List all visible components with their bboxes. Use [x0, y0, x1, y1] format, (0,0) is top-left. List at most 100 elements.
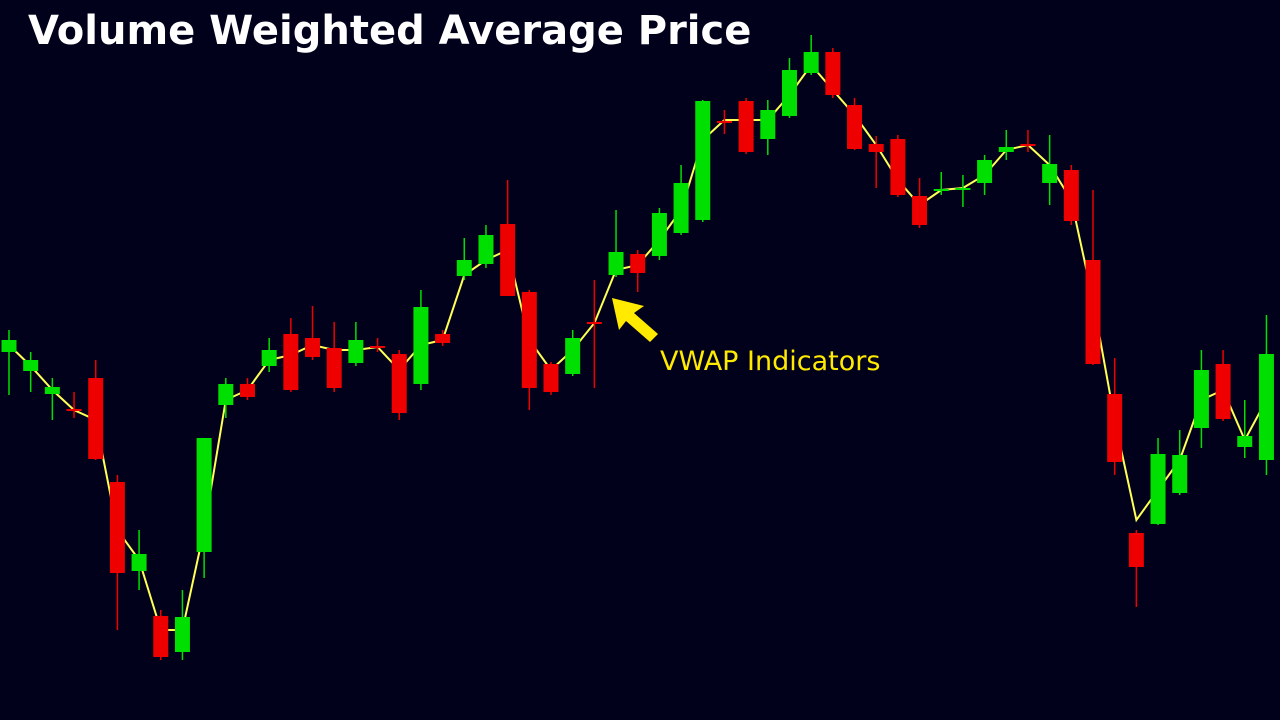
candle-body	[196, 438, 212, 552]
candle-body	[716, 121, 732, 123]
candle	[88, 360, 104, 460]
candle	[478, 225, 494, 268]
candle	[695, 100, 711, 222]
candle	[305, 306, 321, 360]
candle-body	[1107, 394, 1123, 462]
candle	[500, 180, 516, 296]
candle	[1172, 430, 1188, 495]
candle	[1193, 350, 1209, 448]
candle-body	[131, 554, 147, 571]
candle-body	[1020, 144, 1036, 146]
candle-body	[933, 189, 949, 191]
candle	[543, 362, 559, 395]
candle-body	[1150, 454, 1166, 524]
candle	[1, 330, 17, 395]
candle	[348, 322, 364, 366]
candle-body	[890, 139, 906, 195]
candle	[131, 530, 147, 590]
candle	[803, 35, 819, 75]
candle-body	[283, 334, 299, 390]
candle-body	[478, 235, 494, 264]
candle-body	[738, 101, 754, 152]
candle	[456, 238, 472, 280]
candle-body	[370, 346, 386, 348]
arrow	[612, 298, 658, 342]
candle	[1237, 400, 1253, 458]
candle	[716, 110, 732, 134]
candle-body	[1193, 370, 1209, 428]
candle	[738, 98, 754, 154]
candle-body	[977, 160, 993, 183]
candle-body	[1258, 354, 1274, 460]
candle	[586, 280, 602, 388]
candle-body	[1, 340, 17, 352]
candle	[109, 475, 125, 630]
candle	[912, 178, 928, 228]
candle-body	[760, 110, 776, 139]
candle-body	[1172, 455, 1188, 493]
candle	[890, 135, 906, 197]
candle	[781, 58, 797, 118]
candle	[998, 130, 1014, 160]
candle	[1042, 135, 1058, 205]
candle-body	[261, 350, 277, 366]
candle	[521, 290, 537, 410]
candle	[370, 338, 386, 352]
candle	[218, 378, 234, 418]
candle	[673, 165, 689, 235]
candle-body	[413, 307, 429, 384]
candle-body	[1215, 364, 1231, 419]
candle	[1085, 190, 1101, 365]
candle	[847, 98, 863, 150]
candle-body	[1063, 170, 1079, 221]
candle	[326, 322, 342, 392]
candle-body	[456, 260, 472, 276]
candle-body	[218, 384, 234, 405]
candle-body	[1128, 533, 1144, 567]
candle-body	[868, 144, 884, 152]
candle	[239, 378, 255, 400]
candle-body	[651, 213, 667, 256]
candle-body	[66, 409, 82, 411]
candle	[760, 100, 776, 155]
candle	[1107, 358, 1123, 475]
candle-body	[543, 364, 559, 392]
candle-body	[1042, 164, 1058, 183]
candle	[825, 48, 841, 98]
candle	[174, 590, 190, 660]
annotation: VWAP Indicators	[660, 346, 880, 377]
candle-body	[630, 254, 646, 273]
candle-body	[391, 354, 407, 413]
candle-body	[153, 616, 169, 657]
candle	[1020, 130, 1036, 152]
candle	[955, 175, 971, 207]
candle-body	[847, 105, 863, 149]
candle-body	[825, 52, 841, 95]
candle-body	[586, 322, 602, 324]
candle-body	[912, 196, 928, 225]
candle	[1063, 165, 1079, 225]
candle-body	[435, 334, 451, 343]
candle	[1128, 530, 1144, 607]
plot	[1, 35, 1274, 660]
candle-body	[239, 384, 255, 397]
candle	[435, 330, 451, 346]
candle	[153, 610, 169, 660]
candle	[391, 350, 407, 420]
candle	[23, 352, 39, 392]
candle-body	[565, 338, 581, 374]
candle-body	[500, 224, 516, 296]
candle-body	[326, 348, 342, 388]
candle	[196, 438, 212, 578]
candle	[1258, 315, 1274, 475]
candle-body	[44, 387, 60, 394]
candle	[630, 250, 646, 292]
candle	[868, 136, 884, 188]
candle	[977, 155, 993, 195]
candle	[44, 378, 60, 420]
candle	[413, 290, 429, 390]
candle-body	[348, 340, 364, 363]
